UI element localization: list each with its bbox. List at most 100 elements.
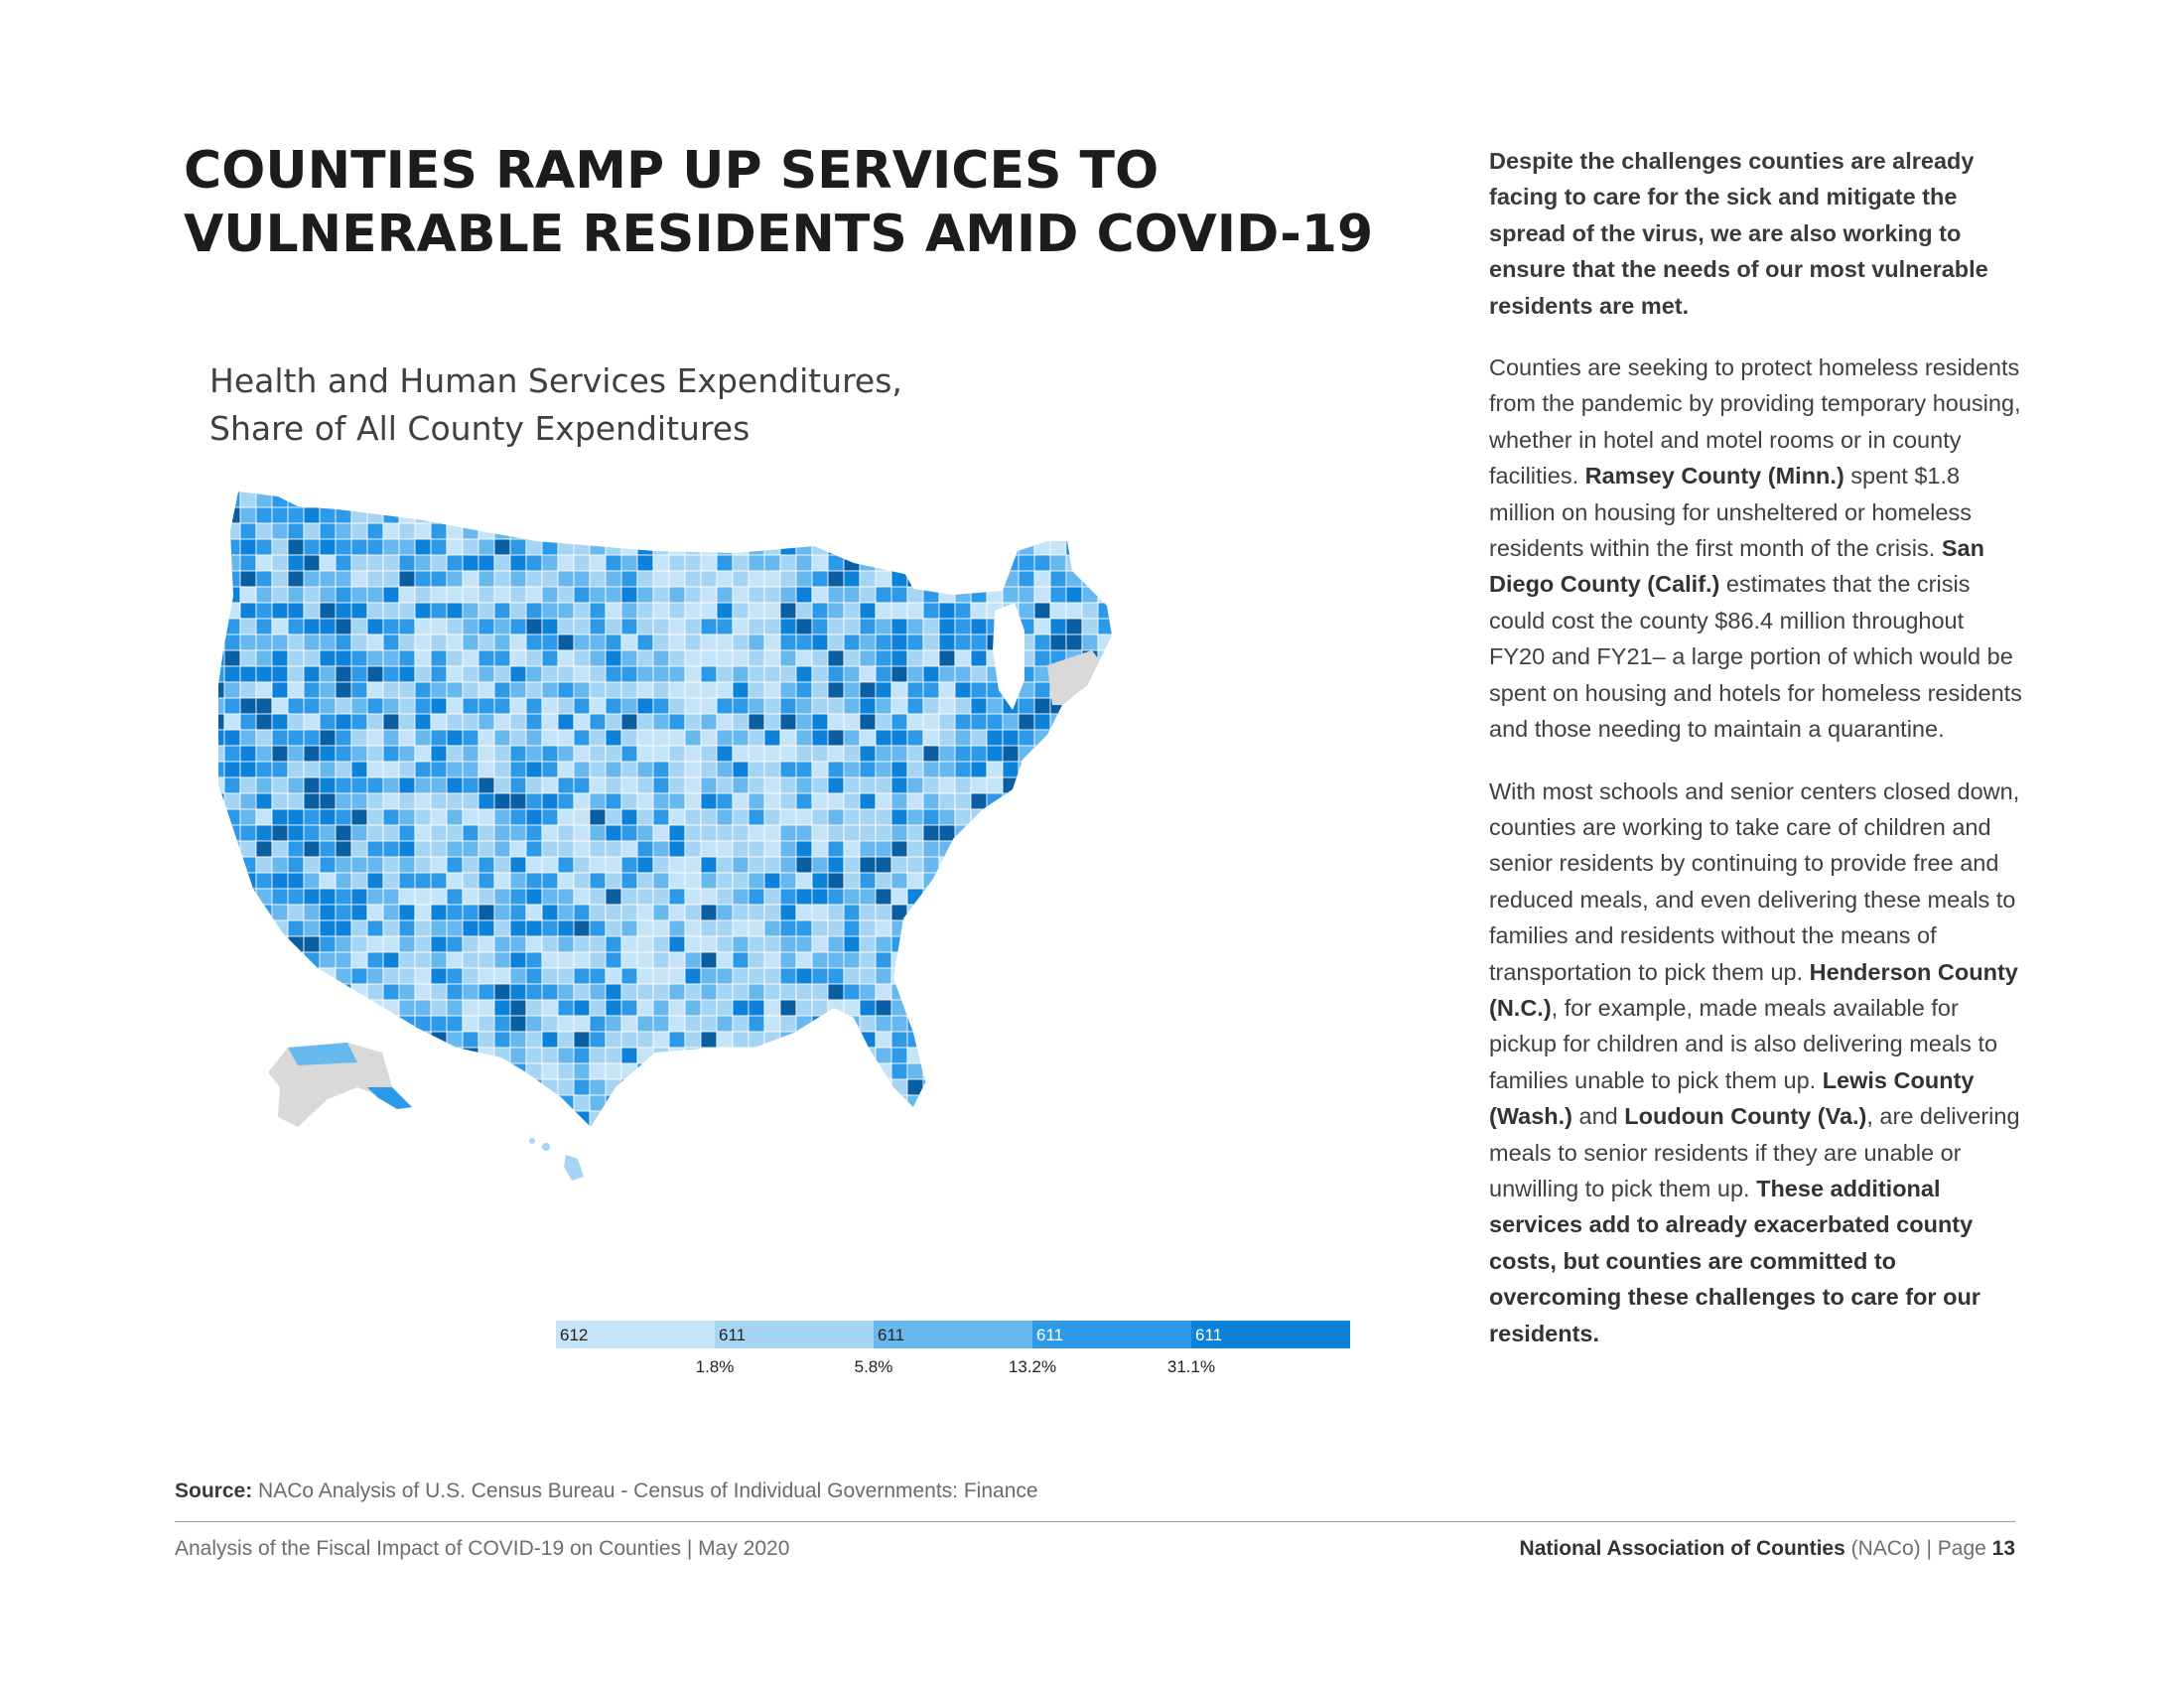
county-cell (1097, 999, 1112, 1017)
county-cell (700, 697, 718, 715)
county-cell (700, 538, 718, 556)
county-cell (430, 506, 448, 524)
county-cell (827, 633, 845, 651)
county-cell (1114, 587, 1130, 603)
county-cell (462, 1015, 479, 1033)
county-cell (446, 665, 464, 683)
county-cell (430, 538, 448, 556)
county-cell (478, 808, 495, 826)
county-cell (350, 506, 368, 524)
county-cell (700, 522, 718, 540)
county-cell (763, 1047, 781, 1064)
county-cell (1097, 1031, 1112, 1049)
county-cell (795, 745, 813, 763)
legend-count-label: 611 (878, 1326, 904, 1344)
county-cell (1065, 522, 1083, 540)
county-cell (573, 554, 591, 572)
county-cell (811, 935, 829, 953)
county-cell (859, 506, 877, 524)
county-cell (779, 808, 797, 826)
county-cell (906, 888, 924, 906)
county-cell (684, 586, 702, 604)
county-cell (541, 506, 559, 524)
county-cell (684, 570, 702, 588)
county-cell (779, 999, 797, 1017)
county-cell (875, 919, 892, 937)
county-cell (350, 919, 368, 937)
county-cell (970, 856, 988, 874)
county-cell (716, 856, 734, 874)
county-cell (684, 872, 702, 890)
county-cell (494, 1159, 510, 1175)
county-cell (462, 729, 479, 747)
county-cell (1065, 1078, 1083, 1096)
county-cell (938, 522, 956, 540)
county-cell (447, 1143, 463, 1159)
county-cell (732, 649, 750, 667)
county-cell (557, 745, 575, 763)
county-cell (218, 522, 225, 540)
county-cell (954, 1015, 972, 1033)
county-cell (1130, 952, 1146, 968)
county-cell (922, 919, 940, 937)
county-cell (636, 1078, 654, 1096)
county-cell (938, 729, 956, 747)
county-cell (398, 665, 416, 683)
county-cell (557, 713, 575, 731)
county-cell (493, 713, 511, 731)
county-cell (827, 649, 845, 667)
county-cell (223, 586, 241, 604)
county-cell (1081, 1110, 1099, 1127)
county-cell (620, 1078, 638, 1096)
county-cell (954, 872, 972, 890)
county-cell (1081, 506, 1099, 524)
county-cell (224, 1175, 240, 1191)
county-cell (478, 1159, 494, 1175)
county-cell (525, 761, 543, 778)
county-cell (732, 570, 750, 588)
county-cell (1065, 1062, 1083, 1080)
county-cell (271, 967, 289, 985)
county-cell (1130, 1175, 1146, 1191)
county-cell (954, 554, 972, 572)
county-cell (1097, 951, 1112, 969)
county-cell (605, 983, 622, 1001)
county-cell (684, 824, 702, 842)
county-cell (478, 522, 495, 540)
county-cell (827, 776, 845, 794)
county-cell (462, 872, 479, 890)
county-cell (271, 904, 289, 921)
county-cell (636, 1110, 654, 1127)
county-cell (748, 983, 765, 1001)
county-cell (652, 729, 670, 747)
county-cell (605, 492, 622, 508)
county-cell (1033, 967, 1051, 985)
county-cell (223, 935, 241, 953)
county-cell (1097, 824, 1112, 842)
county-cell (779, 983, 797, 1001)
county-cell (843, 1094, 861, 1112)
county-cell (732, 745, 750, 763)
county-cell (573, 856, 591, 874)
county-cell (319, 633, 337, 651)
county-cell (922, 1047, 940, 1064)
hawaii-island (542, 1143, 550, 1151)
county-cell (382, 522, 400, 540)
county-cell (304, 1159, 320, 1175)
county-cell (955, 1159, 971, 1175)
county-cell (382, 824, 400, 842)
county-cell (827, 792, 845, 810)
county-cell (541, 492, 559, 508)
county-cell (876, 1191, 891, 1206)
county-cell (589, 665, 607, 683)
county-cell (271, 1031, 289, 1049)
county-cell (509, 1126, 527, 1127)
county-cell (478, 697, 495, 715)
county-cell (287, 729, 305, 747)
county-cell (287, 538, 305, 556)
county-cell (463, 1159, 478, 1175)
county-cell (319, 872, 337, 890)
county-cell (446, 919, 464, 937)
county-cell (1065, 888, 1083, 906)
county-cell (748, 856, 765, 874)
